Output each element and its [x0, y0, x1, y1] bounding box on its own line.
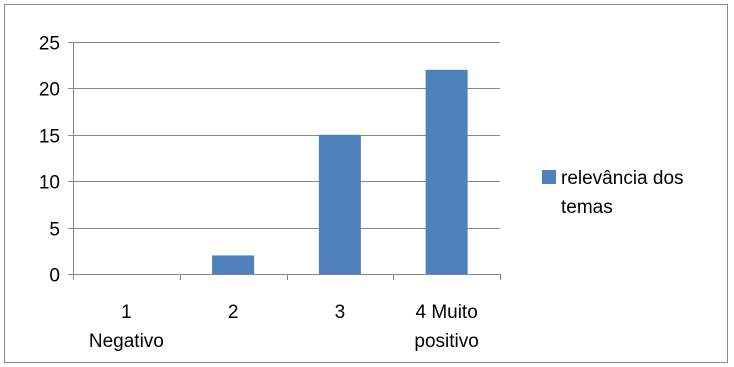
- legend-label-line-1: relevância dos: [561, 168, 684, 189]
- axes: [68, 42, 501, 280]
- y-tick-label: 5: [49, 220, 60, 241]
- x-category-label: 4 Muito positivo: [414, 302, 478, 352]
- y-tick-label: 20: [39, 80, 60, 101]
- legend-label: relevância dos temas: [561, 168, 689, 218]
- bar: [212, 255, 255, 274]
- y-tick-label: 25: [39, 34, 60, 55]
- bars: [212, 69, 468, 274]
- x-category-label: 1 Negativo: [89, 302, 164, 352]
- y-tick-label: 15: [39, 127, 60, 148]
- x-category-label: 2: [228, 302, 239, 323]
- y-tick-label: 10: [39, 173, 60, 194]
- x-category-labels: 1 Negativo 2 3 4 Muito positivo: [89, 302, 479, 352]
- y-tick-labels: 0 5 10 15 20 25: [39, 34, 60, 287]
- x-category-label: 3: [335, 302, 346, 323]
- y-tick-label: 0: [49, 266, 60, 287]
- bar: [318, 134, 361, 274]
- legend-swatch: [542, 170, 556, 184]
- legend: relevância dos temas: [542, 168, 689, 218]
- bar: [425, 69, 468, 274]
- chart-frame: [4, 4, 728, 363]
- legend-label-line-2: temas: [561, 197, 613, 218]
